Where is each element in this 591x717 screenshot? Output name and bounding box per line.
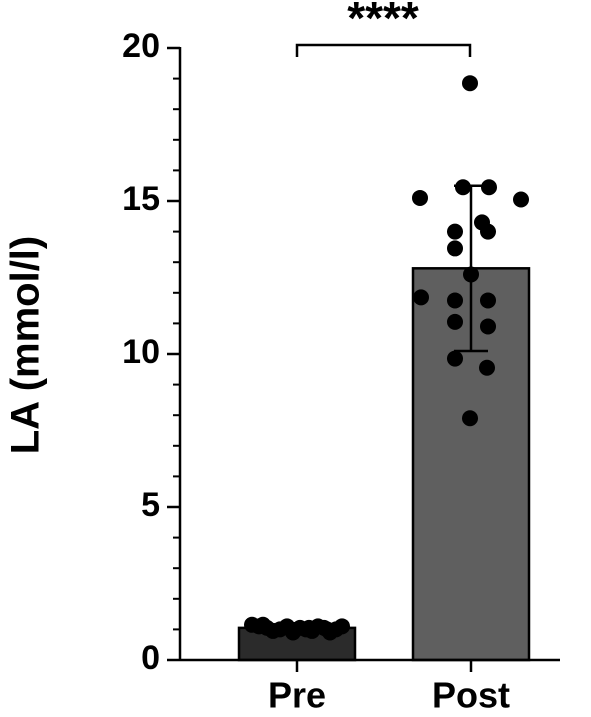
data-point [463,266,479,283]
data-point [447,313,463,330]
significance-label: **** [347,0,419,44]
y-axis-title: LA (mmol/l) [4,236,48,455]
data-point [334,618,350,635]
data-point [447,350,463,367]
data-point [447,292,463,309]
y-tick-label: 15 [122,180,160,218]
data-point [319,621,335,638]
data-point [479,359,495,376]
data-point [301,619,317,636]
x-tick-label: Post [432,675,510,716]
data-point [412,189,428,206]
y-tick-label: 0 [141,639,160,677]
data-point [447,223,463,240]
data-point [480,223,496,240]
significance-bracket [295,43,472,57]
data-point [413,289,429,306]
x-tick-label: Pre [268,675,326,716]
data-point [513,191,529,208]
data-point [480,292,496,309]
data-point [480,318,496,335]
data-point [462,410,478,427]
data-point [255,616,271,633]
y-tick-label: 20 [122,27,160,65]
y-tick-label: 5 [141,486,160,524]
y-tick-label: 10 [122,333,160,371]
data-point [455,179,471,196]
data-point [447,240,463,257]
data-point [462,75,478,92]
data-point [481,179,497,196]
